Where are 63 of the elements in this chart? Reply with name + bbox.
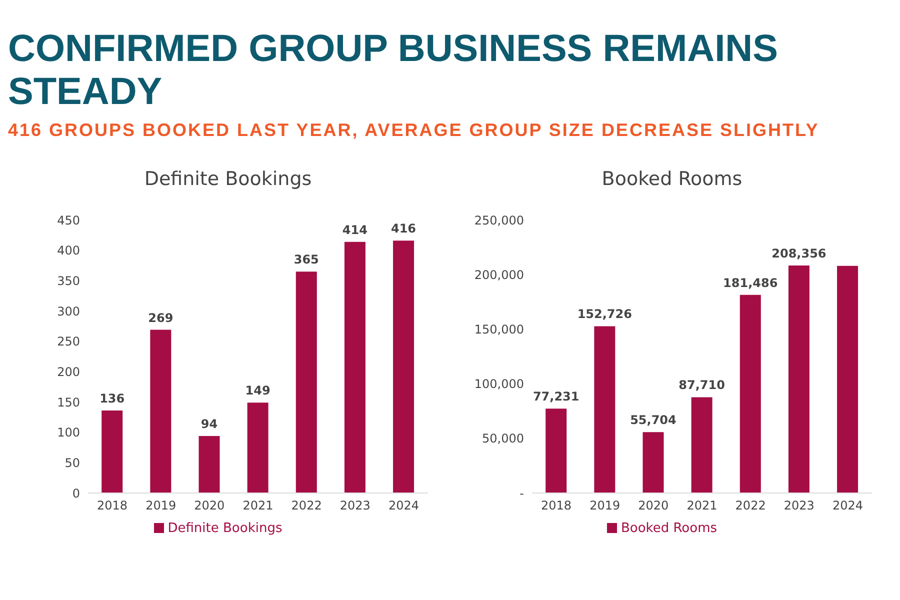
x-tick-label: 2024 [832, 498, 863, 513]
bar [642, 432, 664, 493]
x-tick-label: 2021 [242, 498, 274, 513]
text: 77,231 [532, 390, 580, 404]
x-tick-label: 2021 [686, 498, 718, 513]
bar [788, 265, 810, 493]
x-tick-label: 2020 [638, 498, 669, 513]
data-label: 269 [148, 310, 174, 325]
x-tick-label: 2022 [735, 498, 766, 513]
x-tick-label: 2024 [388, 498, 419, 513]
text: 208,356 [772, 246, 826, 260]
y-tick-label: 200,000 [474, 268, 524, 282]
x-tick-label: 2020 [194, 498, 225, 513]
y-tick-label: 400 [57, 244, 80, 258]
x-tick-label: 2019 [590, 498, 620, 513]
y-tick-label: 50,000 [482, 432, 524, 446]
text: 55,704 [630, 413, 676, 428]
x-tick-label: 2018 [541, 498, 572, 513]
legend-label: Definite Bookings [168, 521, 282, 536]
bar [393, 240, 414, 493]
y-tick-label: 200 [57, 364, 80, 379]
x-tick-label: 2018 [97, 498, 128, 513]
y-tick-label: - [520, 486, 524, 500]
y-tick-label: 150,000 [474, 322, 524, 336]
data-label: 149 [245, 384, 270, 398]
x-tick-label: 2023 [340, 498, 370, 513]
legend-label: Booked Rooms [620, 521, 718, 536]
bar [150, 330, 172, 493]
bar [691, 397, 712, 493]
y-tick-label: 450 [57, 213, 80, 228]
bar [344, 242, 366, 493]
y-tick-label: 150 [57, 395, 80, 410]
text: 152,726 [577, 307, 632, 322]
chart-title: Booked Rooms [600, 168, 744, 192]
x-tick-label: 2023 [784, 498, 814, 513]
text: CONFIRMED GROUP BUSINESS REMAINS STEADY [8, 28, 779, 114]
bar [247, 402, 268, 493]
bar [198, 436, 220, 493]
data-label: 94 [200, 416, 218, 431]
bar [546, 408, 567, 493]
bar [594, 326, 616, 493]
y-tick-label: 250 [57, 334, 80, 349]
text: 87,710 [678, 378, 725, 392]
x-tick-label: 2019 [146, 498, 176, 513]
x-tick-label: 2022 [291, 498, 322, 513]
y-tick-label: 0 [72, 486, 80, 500]
y-tick-label: 300 [57, 304, 80, 318]
data-label: 416 [390, 222, 416, 236]
bar [740, 294, 761, 493]
chart-title: Definite Bookings [143, 168, 313, 192]
y-tick-label: 100 [57, 426, 80, 440]
data-label: 414 [342, 222, 368, 237]
data-label: 136 [100, 391, 125, 406]
text: 416 GROUPS BOOKED LAST YEAR, AVERAGE GROUP SIZE DECREASE SLIGHTLY [8, 120, 820, 141]
data-label: 365 [294, 252, 319, 267]
y-tick-label: 250,000 [474, 213, 524, 228]
y-tick-label: 350 [57, 274, 80, 288]
bar [296, 272, 317, 493]
bar [102, 410, 123, 493]
y-tick-label: 50 [64, 456, 80, 470]
text: 181,486 [723, 276, 778, 290]
y-tick-label: 100,000 [474, 377, 524, 392]
bar [837, 266, 858, 493]
